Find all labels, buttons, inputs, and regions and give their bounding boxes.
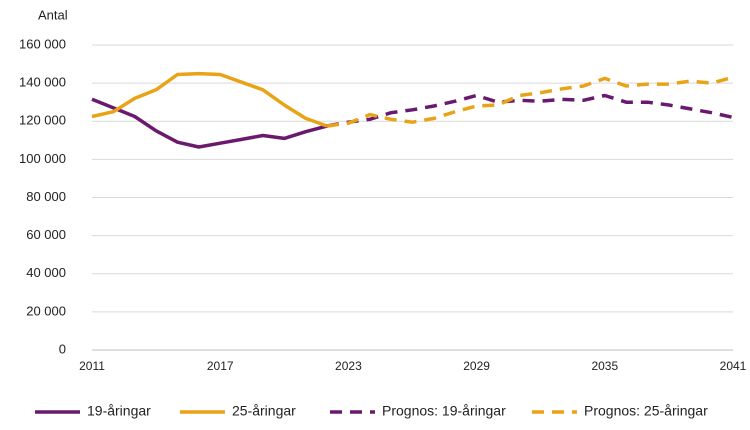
series-line: [91, 71, 328, 128]
y-tick-label: 40 000: [26, 265, 66, 280]
y-tick-label: 140 000: [19, 75, 66, 90]
x-tick-label: 2023: [335, 359, 362, 373]
y-tick-label: 120 000: [19, 113, 66, 128]
y-tick-label: 80 000: [26, 189, 66, 204]
y-tick-label: 20 000: [26, 303, 66, 318]
legend-label: 25-åringar: [232, 403, 296, 419]
legend-label: Prognos: 25-åringar: [584, 403, 708, 419]
y-tick-label: 100 000: [19, 151, 66, 166]
x-tick-label: 2029: [463, 359, 490, 373]
y-tick-label: 0: [59, 341, 66, 356]
x-tick-label: 2017: [207, 359, 234, 373]
series-line: [91, 97, 328, 149]
y-axis-label: Antal: [38, 7, 68, 22]
series-line: [326, 93, 734, 128]
series-line: [326, 75, 734, 128]
legend-label: 19-åringar: [87, 403, 151, 419]
y-tick-label: 60 000: [26, 227, 66, 242]
y-tick-label: 160 000: [19, 36, 66, 51]
x-tick-label: 2035: [591, 359, 618, 373]
x-tick-label: 2041: [720, 359, 747, 373]
legend-label: Prognos: 19-åringar: [382, 403, 506, 419]
x-tick-label: 2011: [79, 359, 105, 373]
